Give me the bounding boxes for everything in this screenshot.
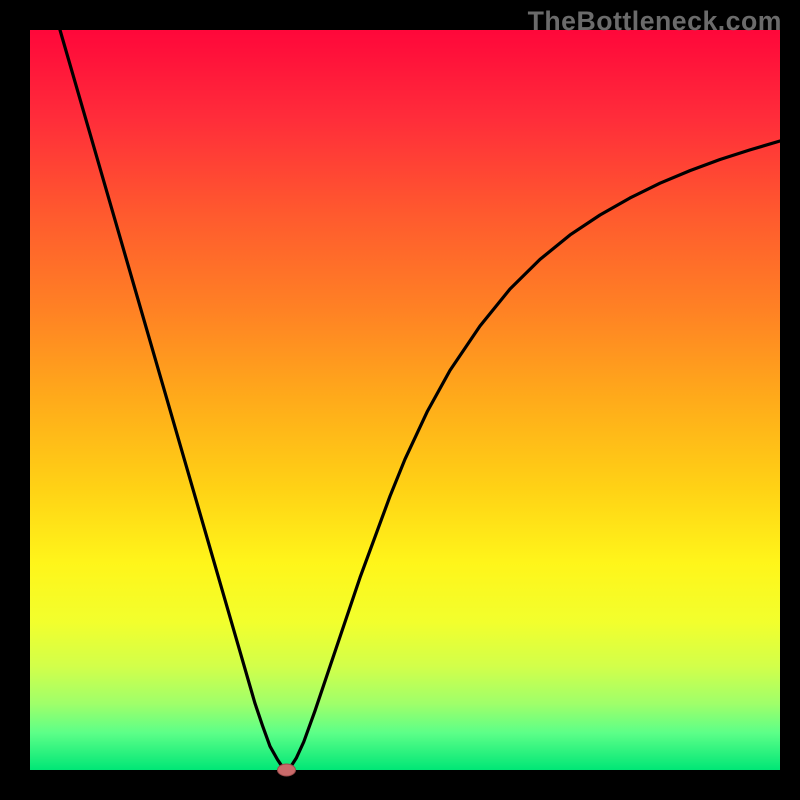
plot-background xyxy=(30,30,780,770)
optimal-point-marker xyxy=(278,764,296,776)
chart-root: { "meta": { "watermark_text": "TheBottle… xyxy=(0,0,800,800)
watermark-text: TheBottleneck.com xyxy=(528,6,782,37)
bottleneck-chart xyxy=(0,0,800,800)
